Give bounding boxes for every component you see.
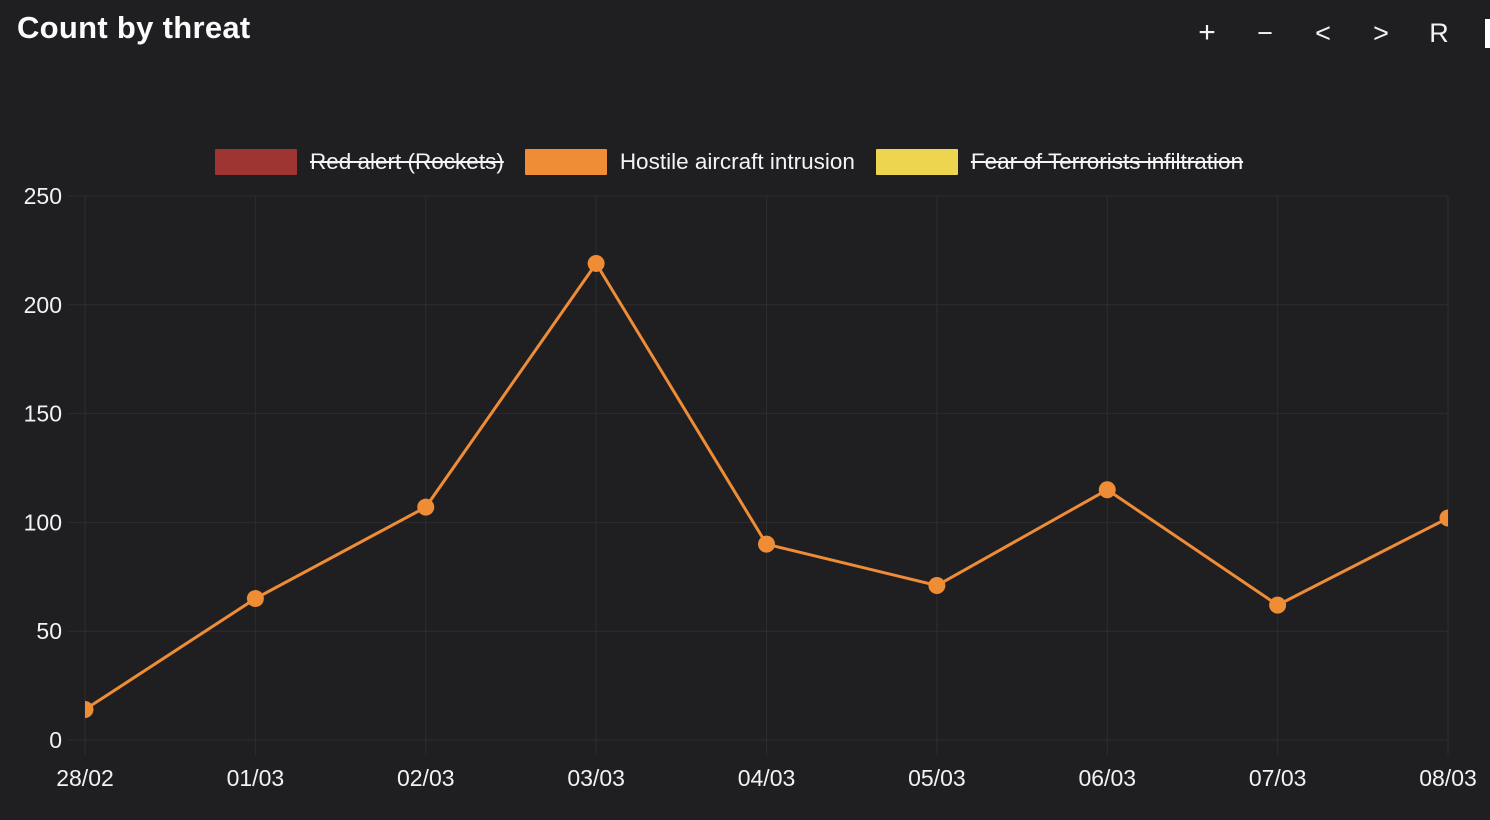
grid-layer [68,195,1449,755]
legend-swatch [524,149,607,175]
y-tick-label: 200 [24,292,62,318]
data-point[interactable] [587,254,605,272]
x-tick-label: 01/03 [227,765,285,791]
chart-controls: + − < > R [1178,12,1468,54]
data-point[interactable] [928,577,946,595]
x-tick-label: 28/02 [56,765,114,791]
axis-labels: 0 50 100 150 200 250 28/02 01/03 02/03 03/03 04/03… [24,183,1477,791]
zoom-in-button[interactable]: + [1178,12,1236,54]
legend-label: Red alert (Rockets) [310,149,504,174]
x-tick-label: 04/03 [738,765,796,791]
legend-swatch [875,149,958,175]
legend-item[interactable]: Red alert (Rockets) [215,149,504,175]
data-point[interactable] [417,498,435,516]
pan-left-button[interactable]: < [1294,12,1352,54]
data-point[interactable] [1269,596,1287,614]
reset-button[interactable]: R [1410,12,1468,54]
legend-item[interactable]: Fear of Terrorists infiltration [875,149,1244,175]
data-point[interactable] [77,701,94,719]
pan-right-button[interactable]: > [1352,12,1410,54]
data-point[interactable] [1098,481,1116,499]
page-title: Count by threat [17,10,251,45]
x-tick-label: 06/03 [1078,765,1136,791]
y-tick-label: 150 [24,401,62,427]
data-point[interactable] [1439,509,1457,527]
right-edge-clipped-icon[interactable] [1485,19,1490,48]
x-tick-label: 03/03 [567,765,625,791]
zoom-out-button[interactable]: − [1236,12,1294,54]
series-layer [77,254,1457,719]
y-tick-label: 0 [49,727,62,753]
x-tick-label: 02/03 [397,765,455,791]
x-tick-label: 05/03 [908,765,966,791]
y-tick-label: 50 [36,618,62,644]
x-tick-label: 07/03 [1249,765,1307,791]
x-tick-label: 08/03 [1419,765,1477,791]
legend-swatch [215,149,297,175]
y-tick-label: 100 [24,509,62,535]
data-point[interactable] [246,590,264,608]
legend: Red alert (Rockets) Hostile aircraft intr… [215,149,1243,175]
legend-label: Hostile aircraft intrusion [619,149,855,174]
data-point[interactable] [758,535,775,553]
y-tick-label: 250 [24,183,62,209]
legend-item[interactable]: Hostile aircraft intrusion [524,149,855,175]
legend-label: Fear of Terrorists infiltration [970,149,1244,174]
